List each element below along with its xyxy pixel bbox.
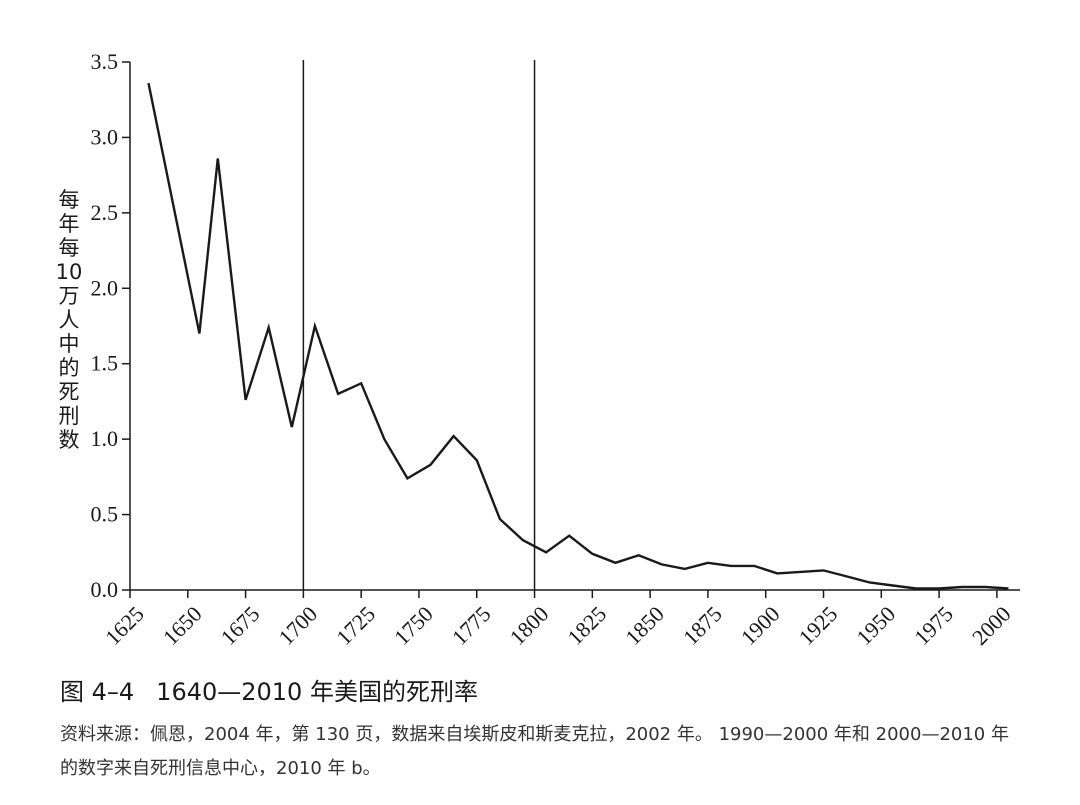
x-tick-label: 1950 — [851, 601, 900, 650]
series-line-0 — [147, 82, 1009, 590]
x-tick-label: 1675 — [216, 601, 265, 650]
x-tick-label: 1775 — [447, 601, 496, 650]
y-tick-label: 1.5 — [91, 351, 119, 376]
x-tick-label: 1975 — [909, 601, 958, 650]
figure-number: 图 4–4 — [60, 678, 135, 706]
y-tick-label: 3.5 — [91, 49, 119, 74]
figure-source-note: 资料来源：佩恩，2004 年，第 130 页，数据来自埃斯皮和斯麦克拉，2002… — [60, 724, 1009, 779]
y-tick-label: 2.5 — [91, 200, 119, 225]
x-tick-label: 2000 — [967, 601, 1016, 650]
y-tick-label: 3.0 — [91, 124, 119, 149]
x-tick-label: 1925 — [794, 601, 843, 650]
x-axis: 1625 1650 1675 1700 1725 1750 1775 1800 1825 1850… — [100, 589, 1020, 650]
figure-title: 1640—2010 年美国的死刑率 — [156, 678, 478, 706]
y-tick-label: 2.0 — [91, 275, 119, 300]
chart: 0.0 0.5 1.0 1.5 2.0 2.5 3.0 3.5 1625 1650 1675 170… — [91, 49, 1020, 650]
x-tick-label: 1825 — [562, 601, 611, 650]
x-tick-label: 1750 — [389, 601, 438, 650]
x-tick-label: 1650 — [158, 601, 207, 650]
x-tick-label: 1900 — [736, 601, 785, 650]
x-tick-label: 1700 — [273, 601, 322, 650]
y-axis-label: 每年每10万人中的死刑数 — [55, 188, 83, 452]
x-tick-label: 1875 — [678, 601, 727, 650]
figure-caption-title: 图 4–4 1640—2010 年美国的死刑率 — [60, 672, 478, 707]
x-tick-label: 1625 — [100, 601, 149, 650]
x-tick-label: 1725 — [331, 601, 380, 650]
y-axis: 0.0 0.5 1.0 1.5 2.0 2.5 3.0 3.5 — [91, 49, 131, 602]
y-tick-label: 1.0 — [91, 426, 119, 451]
y-tick-label: 0.5 — [91, 502, 119, 527]
vertical-reference-lines — [302, 60, 536, 590]
series-group — [147, 82, 1009, 590]
x-tick-label: 1850 — [620, 601, 669, 650]
y-tick-label: 0.0 — [91, 577, 119, 602]
x-tick-label: 1800 — [505, 601, 554, 650]
